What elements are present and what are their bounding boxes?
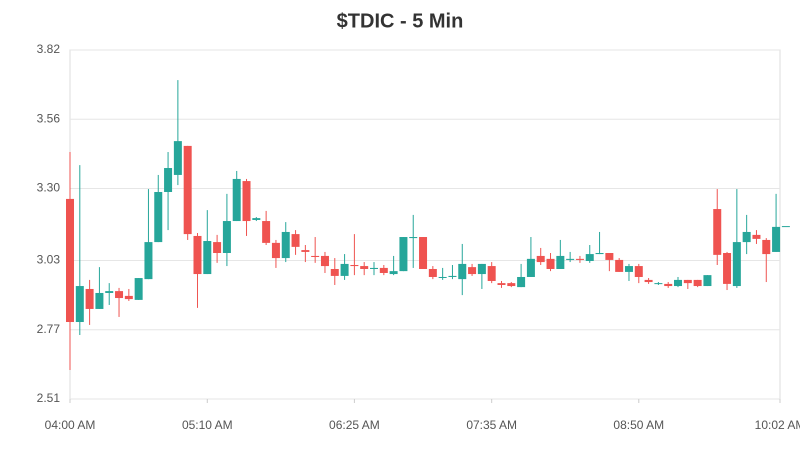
- candle-body: [85, 288, 94, 309]
- candle-body: [154, 191, 163, 243]
- candle-body: [624, 266, 633, 272]
- candle-body: [213, 242, 222, 254]
- candle-body: [683, 279, 692, 284]
- candle-body: [752, 234, 761, 239]
- candle-body: [105, 291, 114, 293]
- candle-body: [458, 263, 467, 280]
- candle-body: [693, 279, 702, 287]
- candle-body: [556, 255, 565, 269]
- candle-body: [399, 237, 408, 272]
- candle-body: [320, 255, 329, 267]
- chart-title: $TDIC - 5 Min: [337, 10, 464, 32]
- candle-body: [654, 283, 663, 285]
- candle-body: [487, 266, 496, 281]
- candle-body: [262, 221, 271, 243]
- candle-body: [75, 286, 84, 323]
- candle-body: [664, 283, 673, 287]
- candle-body: [66, 198, 74, 323]
- candle-body: [762, 239, 771, 255]
- candle-body: [615, 259, 624, 272]
- candle-body: [409, 237, 418, 239]
- candle-body: [271, 242, 280, 259]
- candle-body: [742, 231, 751, 243]
- candle-body: [595, 253, 604, 255]
- candle-body: [448, 275, 457, 277]
- candle-body: [713, 209, 722, 255]
- candle-body: [438, 276, 447, 278]
- candle-body: [193, 235, 202, 275]
- candle-body: [526, 258, 535, 277]
- candle-body: [723, 253, 732, 284]
- candle-body: [173, 141, 182, 175]
- x-tick-label: 06:25 AM: [329, 418, 380, 432]
- candle-body: [360, 266, 369, 269]
- plot-frame: [69, 49, 781, 400]
- candle-body: [95, 292, 104, 309]
- candle-body: [566, 258, 575, 260]
- y-tick-label: 2.77: [37, 322, 61, 336]
- x-tick-label: 04:00 AM: [45, 418, 96, 432]
- candle-body: [644, 279, 653, 283]
- candle-body: [232, 178, 241, 222]
- x-tick-label: 07:35 AM: [466, 418, 517, 432]
- y-tick-label: 3.03: [37, 253, 61, 267]
- candle-body: [340, 263, 349, 276]
- candle-body: [252, 218, 261, 220]
- candle-body: [379, 267, 388, 273]
- y-tick-label: 3.30: [37, 181, 61, 195]
- y-tick-label: 3.82: [37, 42, 61, 56]
- candle-body: [291, 234, 300, 247]
- candle-body: [703, 275, 712, 287]
- y-tick-label: 2.51: [37, 391, 61, 405]
- candle-body: [134, 278, 143, 300]
- candle-body: [674, 279, 683, 287]
- candle-body: [222, 221, 231, 254]
- candle-body: [389, 271, 398, 275]
- candle-body: [183, 145, 192, 235]
- candle-body: [311, 255, 320, 258]
- candle-body: [281, 231, 290, 259]
- candle-body: [517, 276, 526, 288]
- candle-body: [350, 264, 359, 267]
- candle-body: [536, 255, 545, 263]
- candle-body: [575, 258, 584, 260]
- candle-body: [301, 250, 310, 252]
- candle-body: [732, 242, 741, 287]
- x-tick-label: 05:10 AM: [182, 418, 233, 432]
- candle-body: [419, 237, 428, 269]
- x-tick-label: 10:02 AM: [755, 418, 800, 432]
- x-tick-label: 08:50 AM: [613, 418, 664, 432]
- candle-body: [370, 267, 379, 269]
- candle-body: [164, 168, 173, 192]
- candle-body: [477, 263, 486, 275]
- candle-body: [115, 291, 124, 299]
- candle-body: [634, 266, 643, 277]
- candle-body: [242, 181, 251, 222]
- candle-body: [507, 283, 516, 287]
- candle-body: [497, 283, 506, 285]
- y-tick-label: 3.56: [37, 111, 61, 125]
- candle-body: [330, 268, 339, 276]
- candle-body: [124, 295, 133, 300]
- candle-body: [605, 253, 614, 260]
- candle-body: [203, 241, 212, 275]
- candle-body: [144, 242, 153, 280]
- candle-body: [546, 258, 555, 269]
- candle-body: [585, 254, 594, 261]
- candle-body: [781, 226, 790, 228]
- candle-body: [428, 268, 437, 277]
- candle-body: [772, 226, 781, 252]
- candle-body: [468, 267, 477, 275]
